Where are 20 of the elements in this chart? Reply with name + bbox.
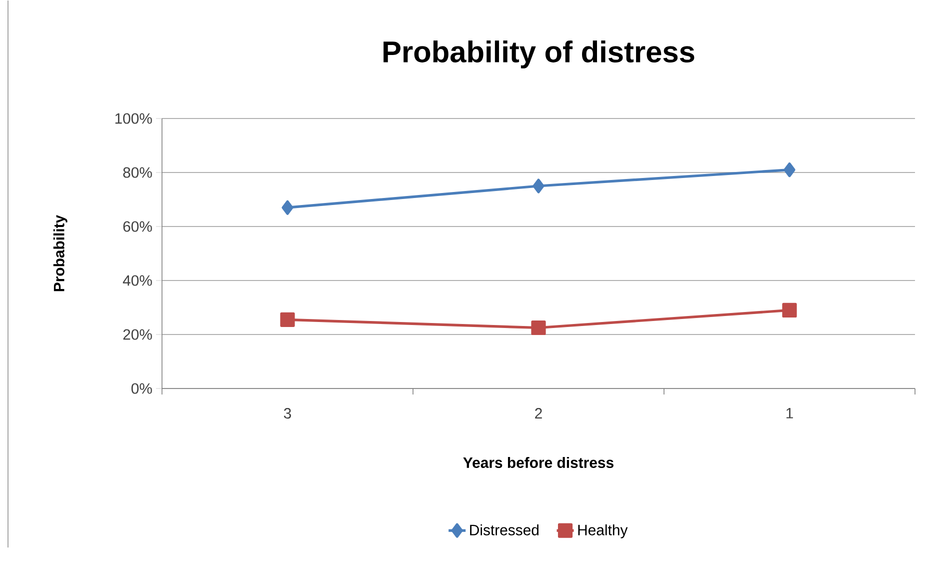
point [282,200,294,216]
point [280,312,295,328]
y-tick-label: 20% [123,329,152,340]
point [531,320,546,336]
point [532,178,544,194]
y-tick-label: 0% [131,383,152,394]
x-tick-label: 3 [284,408,292,419]
y-tick-label: 80% [123,167,152,178]
legend-label: Healthy [578,524,628,539]
chart-title: Probability of distress [384,40,694,69]
point [784,162,796,178]
x-tick-label: 1 [786,408,793,419]
y-tick-label: 40% [122,275,152,286]
y-axis-title: Probability [53,215,68,292]
y-tick-label: 100% [115,113,152,124]
x-tick-label: 2 [535,408,542,419]
x-axis-title: Years before distress [463,457,614,468]
legend-label: Distressed [470,524,538,536]
point [782,303,797,318]
y-tick-label: 60% [123,221,152,232]
